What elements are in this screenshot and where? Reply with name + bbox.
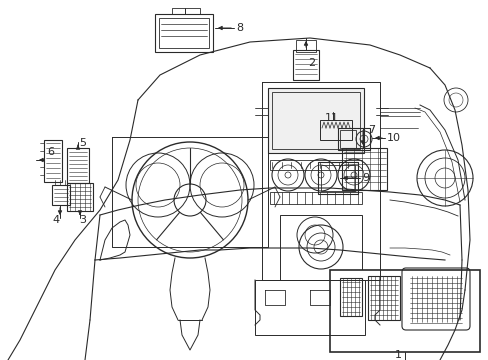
- Text: 7: 7: [367, 125, 374, 135]
- Bar: [254, 280, 364, 335]
- Text: 5: 5: [79, 138, 86, 148]
- Bar: [320, 165, 354, 191]
- Text: 4: 4: [52, 215, 59, 225]
- Bar: [155, 14, 213, 52]
- Bar: [269, 192, 361, 204]
- Bar: [44, 140, 62, 182]
- Text: 1: 1: [394, 350, 401, 360]
- Text: 3: 3: [79, 215, 86, 225]
- Bar: [329, 270, 479, 352]
- Bar: [292, 50, 318, 80]
- Bar: [319, 120, 351, 140]
- Bar: [367, 276, 399, 320]
- Bar: [159, 18, 208, 48]
- Bar: [269, 160, 361, 170]
- Bar: [271, 92, 359, 149]
- Bar: [339, 130, 355, 148]
- Bar: [67, 148, 89, 183]
- Text: 9: 9: [361, 173, 368, 183]
- Text: 10: 10: [386, 133, 400, 143]
- Bar: [67, 183, 93, 211]
- Bar: [317, 162, 357, 194]
- Bar: [280, 215, 361, 280]
- Text: 11: 11: [325, 113, 338, 123]
- Bar: [52, 185, 70, 205]
- Bar: [341, 148, 386, 190]
- Bar: [267, 88, 363, 153]
- Text: 2: 2: [307, 58, 314, 68]
- Bar: [295, 40, 315, 52]
- Text: 6: 6: [47, 147, 54, 157]
- Text: 8: 8: [236, 23, 243, 33]
- Bar: [337, 128, 369, 150]
- Bar: [339, 278, 361, 316]
